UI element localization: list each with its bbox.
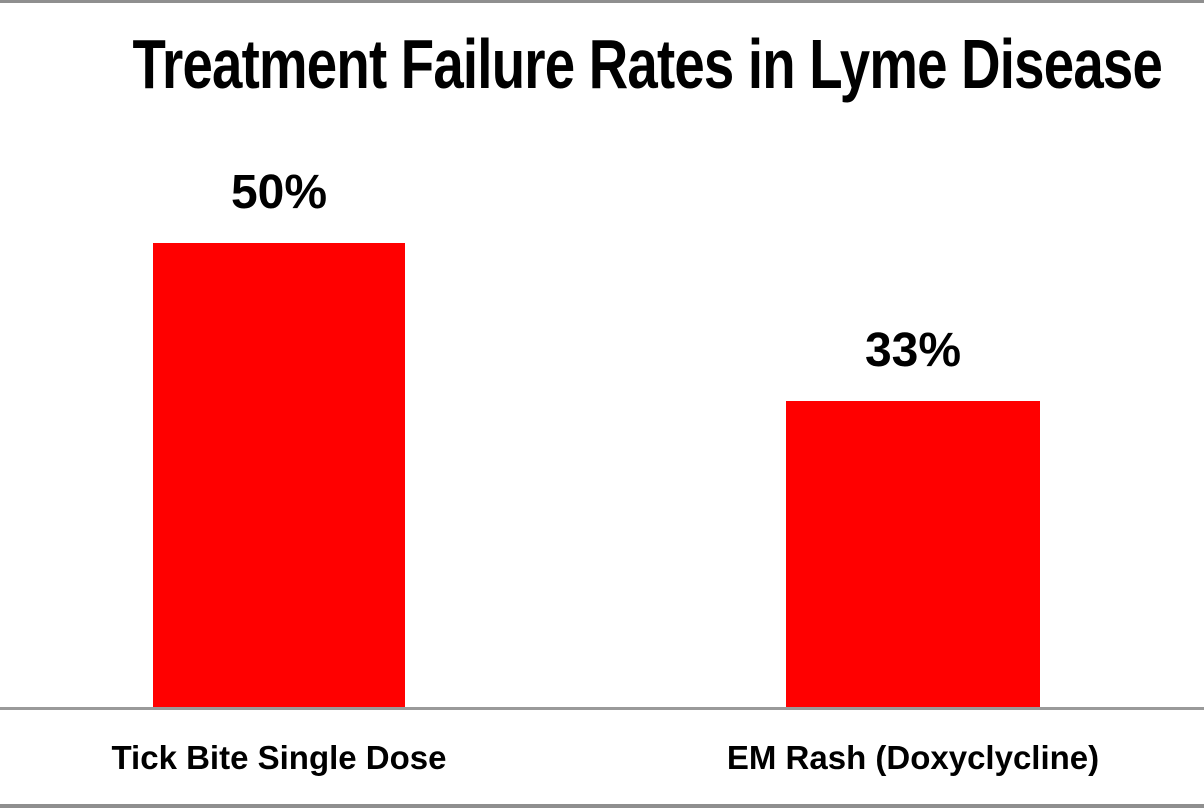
x-axis-line <box>0 707 1204 710</box>
value-label-em-rash: 33% <box>864 324 962 377</box>
value-label-tick-bite: 50% <box>230 166 328 219</box>
frame-bottom-border <box>0 804 1204 808</box>
bar-tick-bite <box>153 243 405 708</box>
bar-group-tick-bite: 50% <box>153 169 405 708</box>
frame-top-border <box>0 0 1204 3</box>
bar-group-em-rash: 33% <box>786 327 1040 708</box>
category-label-tick-bite: Tick Bite Single Dose <box>111 739 447 776</box>
bar-em-rash <box>786 401 1040 708</box>
chart-title: Treatment Failure Rates in Lyme Disease <box>132 25 1163 103</box>
category-label-em-rash: EM Rash (Doxyclycline) <box>726 739 1100 776</box>
